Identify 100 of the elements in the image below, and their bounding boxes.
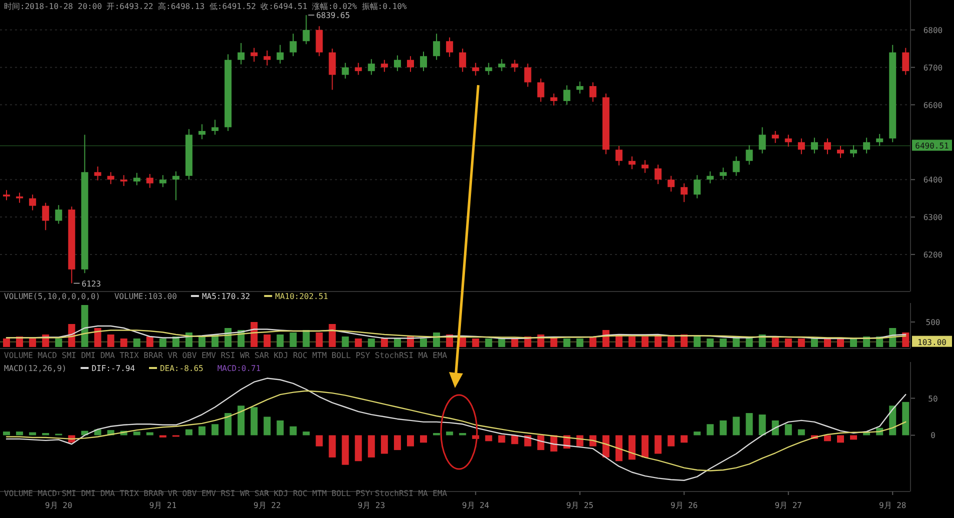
- bar: [472, 338, 480, 347]
- candlestick: [524, 63, 532, 88]
- candlestick: [563, 84, 570, 106]
- bar: [16, 432, 24, 436]
- bar: [264, 416, 271, 436]
- bar: [902, 402, 910, 436]
- bar: [302, 432, 310, 436]
- candlestick: [537, 78, 544, 102]
- bar: [694, 336, 701, 347]
- bar: [3, 338, 10, 347]
- bar: [485, 338, 492, 347]
- bar: [589, 336, 596, 347]
- bar: [446, 432, 454, 436]
- candlestick: [3, 190, 10, 201]
- candlestick: [732, 156, 740, 176]
- bar: [3, 432, 10, 436]
- candlestick: [433, 33, 440, 60]
- legend-label: MA5:170.32: [202, 292, 250, 301]
- bar: [511, 435, 518, 444]
- y-tick-label: 6800: [923, 26, 943, 35]
- bar: [159, 338, 166, 347]
- candlestick: [589, 82, 596, 102]
- candlestick: [694, 174, 701, 199]
- candlestick: [498, 58, 506, 72]
- candlestick: [16, 192, 24, 204]
- y-tick-label: 6600: [923, 100, 943, 110]
- candlestick: [511, 59, 518, 72]
- candlestick: [42, 202, 50, 231]
- bar: [902, 332, 910, 347]
- bar: [120, 338, 128, 347]
- bar: [94, 328, 102, 347]
- candlestick: [133, 172, 140, 186]
- bar: [290, 332, 297, 347]
- chart-title: 时间:2018-10-28 20:00 开:6493.22 高:6498.13 低:6491.52 收:6494.51 涨幅:0.02% 振幅:0.10%: [4, 2, 407, 11]
- ref-line-label: 6490.51: [915, 142, 950, 151]
- bar: [250, 407, 258, 436]
- chart-title: MACD(12,26,9): [4, 364, 67, 373]
- bar: [368, 435, 375, 458]
- bar: [238, 406, 245, 436]
- candlestick: [55, 204, 62, 224]
- candlestick: [485, 62, 492, 76]
- bar: [394, 338, 401, 347]
- x-tick-label: 9月 23: [358, 501, 386, 510]
- bar: [720, 338, 727, 347]
- bar: [394, 435, 401, 450]
- bar: [276, 420, 284, 436]
- x-tick-label: 9月 20: [45, 501, 72, 510]
- bar: [850, 338, 858, 347]
- bar: [342, 336, 349, 347]
- x-tick-label: 9月 22: [254, 501, 281, 510]
- y-tick-label: 6300: [923, 213, 943, 222]
- bar: [706, 338, 714, 347]
- bar: [758, 414, 766, 436]
- legend-label: DEA:-8.65: [160, 364, 204, 373]
- bar: [668, 336, 675, 347]
- bar: [406, 435, 414, 446]
- bar: [824, 338, 831, 347]
- y-tick-label: 500: [926, 318, 940, 327]
- bar: [29, 338, 36, 347]
- candlestick: [172, 170, 180, 201]
- candlestick: [446, 36, 454, 58]
- bar: [485, 435, 492, 442]
- candlestick: [615, 145, 622, 166]
- candlestick: [368, 58, 375, 76]
- candlestick: [758, 126, 766, 154]
- bar: [55, 338, 62, 347]
- annotation: VOLUME MACD SMI DMI DMA TRIX BRAR VR OBV EMV RSI WR SAR KDJ ROC MTM BOLL PSY StochRSI MA EMA: [4, 489, 448, 498]
- y-tick-label: 6200: [923, 250, 943, 260]
- line-series: [6, 378, 906, 481]
- bar: [185, 429, 192, 436]
- bar: [380, 435, 388, 454]
- bar: [328, 435, 336, 458]
- bar: [694, 432, 701, 436]
- candlestick: [290, 33, 297, 57]
- candlestick: [316, 26, 323, 57]
- bar: [537, 435, 544, 450]
- bar: [420, 338, 428, 347]
- bar: [824, 435, 831, 442]
- bar: [316, 332, 323, 347]
- candlestick: [668, 175, 675, 192]
- bar: [212, 424, 219, 436]
- candlestick: [902, 47, 910, 76]
- bar: [576, 338, 584, 347]
- bar: [146, 336, 154, 347]
- ref-line-label: 103.00: [918, 338, 947, 347]
- y-tick-label: 50: [928, 394, 938, 404]
- bar: [746, 413, 753, 436]
- bar: [615, 435, 622, 462]
- bar: [316, 435, 323, 446]
- bar: [628, 336, 636, 347]
- candlestick: [198, 124, 206, 140]
- y-tick-label: 6400: [923, 176, 943, 185]
- candlestick: [406, 56, 414, 72]
- bar: [328, 324, 336, 347]
- candlestick: [328, 48, 336, 90]
- candlestick: [354, 62, 362, 76]
- candlestick: [628, 156, 636, 170]
- candlestick: [654, 164, 662, 185]
- candlestick: [824, 138, 831, 155]
- x-tick-label: 9月 24: [462, 501, 490, 510]
